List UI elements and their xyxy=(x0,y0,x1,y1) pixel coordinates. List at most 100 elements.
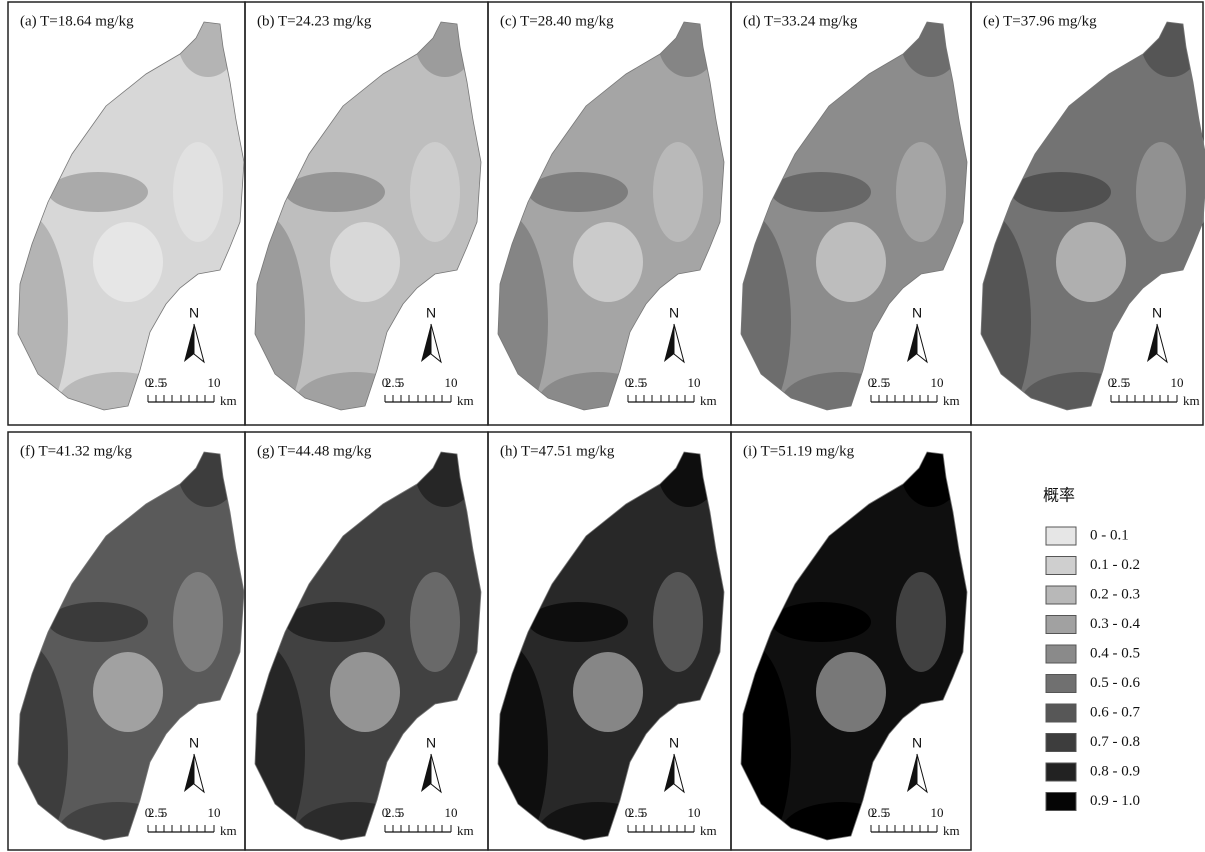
map-zone xyxy=(573,652,643,732)
scale-label: 0 xyxy=(145,375,152,390)
map-panel: (g) T=44.48 mg/kg N 02.55 10 km xyxy=(244,431,489,851)
map-zone xyxy=(48,602,148,642)
scale-label: 10 xyxy=(208,805,221,820)
map-panel: (e) T=37.96 mg/kg N 02.55 10 km xyxy=(970,1,1205,426)
probability-map xyxy=(498,22,724,410)
scale-label: 5 xyxy=(641,805,648,820)
north-arrow xyxy=(673,753,685,794)
map-zone xyxy=(771,602,871,642)
legend-swatch xyxy=(1045,792,1077,811)
north-label: N xyxy=(426,735,436,751)
legend-label: 0.4 - 0.5 xyxy=(1090,645,1140,661)
north-label: N xyxy=(669,735,679,751)
north-arrow xyxy=(673,323,685,364)
map-zone xyxy=(771,172,871,212)
scale-label: 10 xyxy=(688,375,701,390)
probability-map xyxy=(981,22,1205,410)
north-arrow xyxy=(421,754,431,792)
map-zone xyxy=(18,212,68,410)
map-zone xyxy=(981,212,1031,410)
scale-label: 0 xyxy=(145,805,152,820)
probability-map xyxy=(741,22,967,410)
scale-label: 5 xyxy=(161,805,168,820)
north-arrow xyxy=(430,323,442,364)
map-zone xyxy=(178,22,238,77)
scale-label: 2.5 xyxy=(1111,375,1127,390)
map-zone xyxy=(573,222,643,302)
scale-label: 0 xyxy=(868,805,875,820)
map-zone xyxy=(1136,142,1186,242)
map-zone xyxy=(816,222,886,302)
region-outline xyxy=(254,21,482,411)
region-outline xyxy=(17,21,245,411)
scale-label: 5 xyxy=(884,375,891,390)
legend-label: 0 - 0.1 xyxy=(1090,527,1129,543)
map-zone xyxy=(410,142,460,242)
scale-label: 2.5 xyxy=(148,375,164,390)
north-arrow xyxy=(916,753,928,794)
map-zone xyxy=(410,572,460,672)
scale-label: 10 xyxy=(931,805,944,820)
map-zone xyxy=(255,642,305,840)
map-zone xyxy=(285,172,385,212)
scale-label: 0 xyxy=(625,375,632,390)
map-zone xyxy=(93,652,163,732)
scale-unit: km xyxy=(943,823,960,838)
map-panel: (i) T=51.19 mg/kg N 02.55 10 km xyxy=(730,431,972,851)
panel-title: (h) T=47.51 mg/kg xyxy=(500,443,615,459)
map-zone xyxy=(741,642,791,840)
map-zone xyxy=(18,642,68,840)
north-label: N xyxy=(669,305,679,321)
map-zone xyxy=(498,212,548,410)
legend-swatch xyxy=(1045,733,1077,752)
region-outline xyxy=(740,21,968,411)
scale-label: 5 xyxy=(398,375,405,390)
north-arrow xyxy=(1156,323,1168,364)
scale-label: 10 xyxy=(1171,375,1184,390)
north-arrow xyxy=(430,753,442,794)
map-zone xyxy=(528,172,628,212)
scale-label: 0 xyxy=(868,375,875,390)
legend-swatch xyxy=(1045,556,1077,575)
scale-unit: km xyxy=(943,393,960,408)
map-zone xyxy=(93,222,163,302)
scale-label: 5 xyxy=(884,805,891,820)
panel-title: (a) T=18.64 mg/kg xyxy=(20,13,134,29)
panel-title: (g) T=44.48 mg/kg xyxy=(257,443,372,459)
scale-label: 10 xyxy=(688,805,701,820)
map-panel: (d) T=33.24 mg/kg N 02.55 10 km xyxy=(730,1,972,426)
legend-label: 0.6 - 0.7 xyxy=(1090,704,1140,720)
map-zone xyxy=(1011,172,1111,212)
scale-unit: km xyxy=(1183,393,1200,408)
region-outline xyxy=(17,451,245,841)
map-zone xyxy=(255,212,305,410)
map-zone xyxy=(1056,222,1126,302)
map-zone xyxy=(901,452,961,507)
north-arrow xyxy=(184,754,194,792)
map-zone xyxy=(528,602,628,642)
legend-title: 概率 xyxy=(1043,487,1075,505)
north-label: N xyxy=(1152,305,1162,321)
north-label: N xyxy=(912,735,922,751)
legend-swatch xyxy=(1045,762,1077,782)
north-arrow xyxy=(193,323,205,364)
map-zone xyxy=(896,572,946,672)
panel-title: (c) T=28.40 mg/kg xyxy=(500,13,614,29)
legend-label: 0.2 - 0.3 xyxy=(1090,586,1140,602)
map-zone xyxy=(498,642,548,840)
legend-label: 0.7 - 0.8 xyxy=(1090,734,1140,750)
scale-label: 10 xyxy=(445,805,458,820)
north-arrow xyxy=(184,324,194,362)
scale-label: 10 xyxy=(445,375,458,390)
scale-label: 2.5 xyxy=(385,375,401,390)
map-zone xyxy=(658,452,718,507)
scale-label: 2.5 xyxy=(871,805,887,820)
map-zone xyxy=(173,142,223,242)
legend-label: 0.5 - 0.6 xyxy=(1090,675,1140,691)
map-zone xyxy=(415,22,475,77)
north-label: N xyxy=(189,735,199,751)
scale-unit: km xyxy=(457,823,474,838)
scale-label: 5 xyxy=(641,375,648,390)
map-zone xyxy=(173,572,223,672)
legend-swatch xyxy=(1045,674,1077,693)
